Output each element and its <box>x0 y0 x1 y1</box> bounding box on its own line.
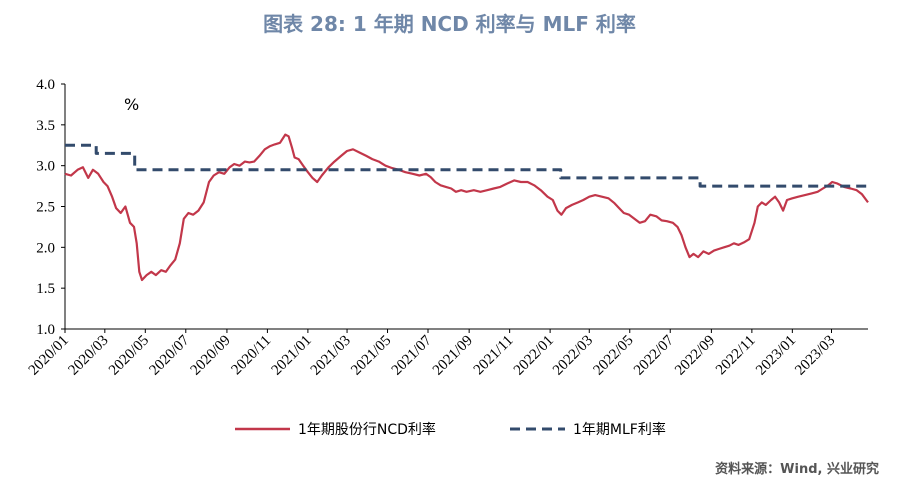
y-tick-label: 3.5 <box>36 118 55 134</box>
x-tick-label: 2020/03 <box>66 333 112 379</box>
x-tick-label: 2022/01 <box>511 333 557 379</box>
axes: 1.01.52.02.53.03.54.0%2020/012020/032020… <box>26 77 868 379</box>
x-tick-label: 2021/03 <box>308 333 354 379</box>
chart-title: 图表 28: 1 年期 NCD 利率与 MLF 利率 <box>263 12 636 36</box>
mlf-rate-line <box>65 143 868 188</box>
x-tick-label: 2022/03 <box>550 333 596 379</box>
y-tick-label: 2.0 <box>36 240 55 256</box>
x-tick-label: 2021/11 <box>471 333 517 379</box>
x-tick-label: 2020/09 <box>188 333 234 379</box>
ncd-rate-line <box>64 133 869 282</box>
x-tick-label: 2021/07 <box>389 332 435 378</box>
legend-label: 1年期MLF利率 <box>573 421 666 438</box>
x-tick-label: 2020/07 <box>147 332 193 378</box>
y-tick-label: 1.5 <box>36 281 55 297</box>
x-tick-label: 2022/05 <box>590 333 636 379</box>
x-tick-label: 2021/01 <box>269 333 315 379</box>
legend: 1年期股份行NCD利率 1年期MLF利率 <box>235 421 666 438</box>
x-tick-label: 2022/09 <box>672 333 718 379</box>
x-tick-label: 2020/01 <box>26 333 72 379</box>
x-tick-label: 2020/11 <box>229 333 275 379</box>
y-tick-label: 3.0 <box>36 159 55 175</box>
x-tick-label: 2022/07 <box>631 332 677 378</box>
x-tick-label: 2020/05 <box>106 333 152 379</box>
x-tick-label: 2023/01 <box>753 333 799 379</box>
series-lines <box>64 133 869 282</box>
y-tick-label: 2.5 <box>36 200 55 216</box>
legend-label: 1年期股份行NCD利率 <box>298 421 436 438</box>
y-tick-label: 1.0 <box>36 322 55 338</box>
source-note: 资料来源：Wind, 兴业研究 <box>715 462 879 477</box>
x-tick-label: 2021/09 <box>430 333 476 379</box>
x-tick-label: 2023/03 <box>792 333 838 379</box>
y-tick-label: 4.0 <box>36 77 55 93</box>
y-unit-label: % <box>124 95 139 114</box>
x-tick-label: 2022/11 <box>713 333 759 379</box>
x-tick-label: 2021/05 <box>348 333 394 379</box>
